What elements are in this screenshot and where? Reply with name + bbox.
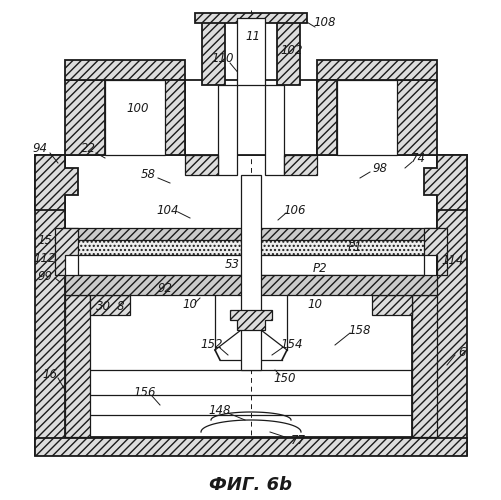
Text: 8: 8 bbox=[116, 300, 124, 314]
Text: 16: 16 bbox=[43, 368, 58, 382]
Polygon shape bbox=[65, 80, 105, 155]
Text: 30: 30 bbox=[95, 300, 110, 314]
Text: P1: P1 bbox=[347, 242, 362, 254]
Text: 92: 92 bbox=[157, 282, 172, 294]
Polygon shape bbox=[35, 155, 65, 455]
Text: 150: 150 bbox=[273, 372, 296, 384]
Polygon shape bbox=[165, 80, 185, 155]
Polygon shape bbox=[55, 228, 78, 275]
Text: 74: 74 bbox=[410, 152, 425, 164]
Polygon shape bbox=[371, 295, 411, 315]
Polygon shape bbox=[236, 18, 265, 85]
Text: 108: 108 bbox=[313, 16, 336, 28]
Text: 158: 158 bbox=[348, 324, 371, 336]
Text: 77: 77 bbox=[290, 434, 305, 446]
Polygon shape bbox=[185, 80, 316, 155]
Polygon shape bbox=[201, 18, 224, 85]
Polygon shape bbox=[396, 80, 436, 155]
Text: 148: 148 bbox=[208, 404, 231, 416]
Polygon shape bbox=[423, 155, 466, 210]
Polygon shape bbox=[105, 80, 165, 155]
Polygon shape bbox=[240, 175, 261, 370]
Polygon shape bbox=[185, 155, 217, 175]
Polygon shape bbox=[35, 438, 466, 456]
Text: ФИГ. 6b: ФИГ. 6b bbox=[209, 476, 292, 494]
Text: 98: 98 bbox=[372, 162, 387, 174]
Text: 15: 15 bbox=[38, 234, 53, 246]
Text: 102: 102 bbox=[280, 44, 303, 57]
Text: 100: 100 bbox=[126, 102, 149, 114]
Polygon shape bbox=[65, 228, 436, 240]
Text: 114: 114 bbox=[441, 254, 463, 266]
Polygon shape bbox=[336, 80, 396, 155]
Polygon shape bbox=[217, 85, 236, 175]
Polygon shape bbox=[65, 240, 436, 255]
Polygon shape bbox=[411, 295, 436, 437]
Polygon shape bbox=[35, 155, 78, 210]
Text: 99: 99 bbox=[38, 270, 53, 282]
Polygon shape bbox=[65, 60, 185, 80]
Text: 53: 53 bbox=[224, 258, 239, 272]
Polygon shape bbox=[78, 255, 423, 275]
Text: 22: 22 bbox=[80, 142, 95, 154]
Polygon shape bbox=[423, 228, 446, 275]
Polygon shape bbox=[265, 85, 284, 175]
Polygon shape bbox=[65, 295, 90, 437]
Text: 152: 152 bbox=[200, 338, 223, 351]
Text: 58: 58 bbox=[140, 168, 155, 181]
Polygon shape bbox=[90, 295, 130, 315]
Text: 106: 106 bbox=[283, 204, 306, 216]
Polygon shape bbox=[65, 155, 436, 437]
Polygon shape bbox=[277, 18, 300, 85]
Polygon shape bbox=[436, 155, 466, 455]
Text: 110: 110 bbox=[211, 52, 234, 64]
Polygon shape bbox=[284, 155, 316, 175]
Polygon shape bbox=[229, 310, 272, 330]
Text: 94: 94 bbox=[33, 142, 48, 154]
Text: 112: 112 bbox=[34, 252, 56, 264]
Polygon shape bbox=[316, 60, 436, 80]
Text: 11: 11 bbox=[245, 30, 260, 43]
Text: 10: 10 bbox=[307, 298, 322, 312]
Text: 104: 104 bbox=[156, 204, 179, 216]
Text: 10: 10 bbox=[182, 298, 197, 312]
Polygon shape bbox=[194, 13, 307, 23]
Polygon shape bbox=[65, 275, 436, 295]
Text: 154: 154 bbox=[280, 338, 303, 351]
Polygon shape bbox=[316, 80, 336, 155]
Text: 156: 156 bbox=[133, 386, 156, 400]
Text: P2: P2 bbox=[312, 262, 327, 274]
Text: 6: 6 bbox=[457, 346, 465, 358]
